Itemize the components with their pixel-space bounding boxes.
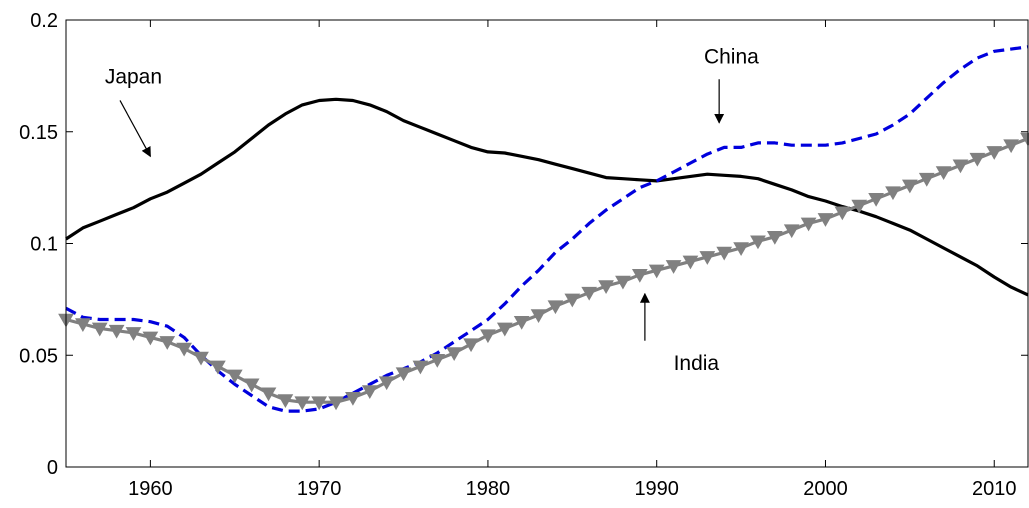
series-marker-india	[210, 360, 226, 375]
series-marker-india	[766, 231, 783, 245]
series-marker-india	[783, 224, 800, 239]
series-marker-india	[277, 394, 294, 408]
x-tick-label: 2000	[803, 478, 848, 500]
series-line-japan	[65, 97, 1029, 297]
series-marker-india	[868, 193, 884, 207]
annotation-label-japan: Japan	[105, 66, 162, 89]
series-marker-india	[699, 251, 716, 265]
series-marker-india	[378, 376, 395, 391]
series-marker-india	[125, 327, 142, 341]
series-marker-india	[193, 351, 209, 366]
y-tick-label: 0	[47, 457, 58, 479]
series-marker-india	[598, 280, 614, 294]
series-marker-india	[429, 353, 446, 368]
series-marker-india	[581, 286, 598, 301]
series-marker-india	[800, 217, 817, 232]
series-marker-india	[547, 300, 564, 315]
series-marker-india	[918, 172, 935, 187]
series-marker-india	[311, 396, 328, 411]
y-tick-label: 0.15	[19, 122, 58, 144]
plot-frame	[65, 19, 1029, 468]
series-marker-india	[294, 396, 311, 411]
series-marker-india	[361, 385, 378, 400]
annotation-label-china: China	[704, 46, 759, 69]
series-marker-india	[969, 152, 986, 167]
series-marker-india	[345, 391, 361, 406]
series-line-china	[65, 45, 1029, 413]
series-marker-india	[496, 322, 513, 337]
series-marker-india	[226, 369, 243, 384]
series-marker-india	[412, 360, 429, 375]
series-marker-india	[986, 146, 1003, 160]
series-layer	[58, 45, 1029, 413]
series-marker-india	[530, 309, 547, 324]
axis-layer: 0 0.05 0.1 0.15 0.2 1960 1970 1980 1990 2000 2010	[19, 10, 1028, 500]
series-marker-india	[75, 318, 91, 332]
annotation-label-india: India	[674, 352, 720, 375]
series-marker-india	[665, 260, 682, 274]
series-marker-india	[615, 275, 631, 290]
y-tick-label: 0.05	[19, 345, 58, 367]
series-marker-india	[648, 264, 665, 279]
series-marker-india	[716, 246, 733, 261]
series-marker-india	[901, 179, 918, 194]
series-marker-india	[952, 159, 969, 174]
series-marker-india	[935, 166, 952, 180]
series-marker-india	[260, 387, 277, 402]
x-tick-label: 1980	[466, 478, 511, 500]
series-marker-india	[817, 213, 834, 227]
series-marker-india	[142, 331, 159, 346]
series-marker-india	[682, 255, 699, 270]
series-marker-india	[91, 322, 108, 337]
series-marker-india	[176, 342, 193, 357]
x-tick-label: 1960	[128, 478, 173, 500]
series-marker-india	[564, 293, 581, 308]
series-line-india	[65, 137, 1029, 404]
series-marker-india	[328, 396, 344, 411]
x-tick-label: 1970	[297, 478, 342, 500]
series-marker-india	[733, 242, 749, 256]
annotation-layer: Japan China India	[105, 46, 759, 375]
x-tick-label: 2010	[972, 478, 1017, 500]
series-marker-india	[513, 315, 530, 330]
series-marker-india	[834, 206, 851, 221]
series-marker-india	[1003, 139, 1019, 154]
series-marker-india	[750, 235, 766, 250]
annotation-arrow-japan	[119, 100, 151, 158]
y-tick-label: 0.1	[30, 234, 58, 256]
series-marker-india	[446, 347, 463, 362]
x-tick-label: 1990	[634, 478, 679, 500]
y-tick-label: 0.2	[30, 10, 58, 32]
series-marker-india	[463, 338, 479, 353]
series-marker-india	[631, 269, 648, 283]
series-marker-india	[885, 186, 901, 201]
series-marker-india	[159, 336, 176, 350]
series-marker-india	[480, 329, 496, 344]
series-marker-india	[851, 199, 868, 214]
series-marker-india	[243, 378, 260, 393]
series-marker-india	[395, 367, 412, 382]
series-marker-india	[108, 324, 125, 339]
